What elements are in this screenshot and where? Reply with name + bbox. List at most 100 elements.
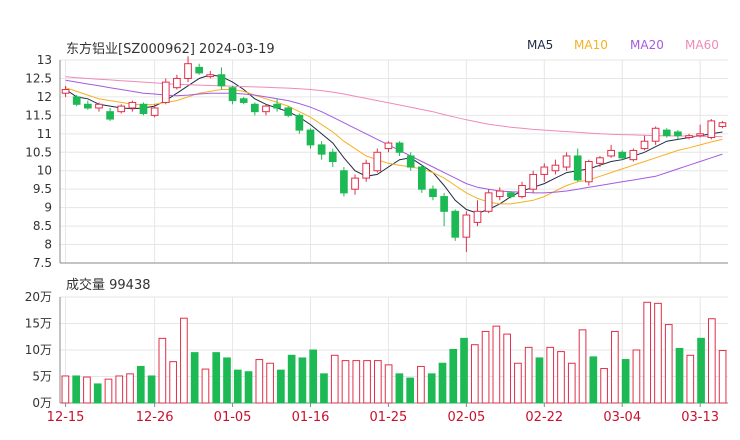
candle-body: [250, 103, 259, 113]
candle-body: [117, 105, 126, 113]
volume-bar: [535, 357, 544, 404]
candle-body: [384, 142, 393, 150]
volume-bar: [341, 360, 350, 404]
volume-bar: [578, 329, 587, 404]
candle-body: [273, 103, 281, 109]
volume-bar: [83, 376, 91, 404]
candle-body: [551, 164, 560, 172]
x-tick-label: 02-05: [447, 410, 485, 425]
volume-bar: [72, 375, 81, 404]
candle-body: [529, 173, 538, 190]
candle-body: [61, 89, 70, 94]
volume-bar: [223, 357, 231, 404]
candle-body: [395, 142, 404, 153]
volume-bar: [697, 337, 705, 404]
candle-body: [662, 129, 671, 137]
candle-body: [340, 170, 348, 194]
candle-body: [362, 162, 371, 179]
volume-bar: [395, 373, 404, 404]
volume-bar: [115, 375, 124, 404]
volume-bar: [255, 359, 264, 404]
price-y-tick: 11: [37, 127, 52, 141]
candle-body: [328, 151, 337, 162]
candle-body: [83, 103, 92, 109]
volume-bar: [233, 369, 242, 404]
price-y-tick: 8: [44, 238, 52, 252]
candle-body: [217, 74, 226, 87]
candle-body: [518, 184, 526, 198]
x-tick-label: 03-13: [681, 410, 719, 425]
legend-ma20: MA20: [630, 38, 664, 52]
candle-body: [262, 105, 270, 113]
volume-bar: [309, 349, 318, 404]
volume-bar: [180, 317, 188, 404]
candle-body: [451, 210, 460, 238]
candle-body: [306, 129, 315, 146]
volume-y-tick: 0万: [32, 396, 52, 410]
candle-body: [228, 87, 237, 102]
price-y-tick: 8.5: [33, 219, 52, 233]
candle-body: [173, 77, 181, 89]
price-y-tick: 12.5: [25, 71, 52, 85]
volume-y-tick: 5万: [32, 370, 52, 384]
volume-bar: [104, 378, 113, 404]
price-y-tick: 10: [37, 164, 52, 178]
candle-body: [640, 140, 649, 150]
volume-bar: [169, 361, 177, 404]
volume-bar: [363, 360, 371, 404]
ma-line-ma20: [65, 79, 723, 194]
volume-bar: [406, 377, 415, 404]
volume-bar: [503, 333, 511, 404]
candle-body: [406, 155, 415, 168]
candle-body: [584, 161, 593, 183]
volume-bar: [524, 346, 533, 404]
candle-body: [462, 214, 471, 238]
candle-body: [651, 127, 660, 142]
candle-body: [195, 66, 204, 74]
candle-body: [507, 192, 515, 198]
candle-body: [106, 111, 114, 120]
candle-body: [284, 107, 293, 116]
candle-body: [607, 149, 615, 157]
x-tick-label: 02-22: [525, 410, 563, 425]
candle-body: [685, 135, 693, 139]
volume-y-tick: 15万: [25, 317, 52, 331]
x-tick-label: 12-26: [136, 410, 174, 425]
candle-body: [239, 98, 248, 103]
volume-bar: [632, 349, 641, 404]
volume-bar: [61, 375, 70, 404]
volume-bar: [621, 359, 630, 404]
volume-bar: [600, 368, 608, 404]
candle-body: [495, 190, 504, 198]
volume-bar: [686, 354, 695, 404]
candle-body: [674, 131, 682, 137]
candle-body: [95, 103, 103, 109]
volume-bar: [546, 346, 555, 404]
volume-bar: [589, 356, 598, 404]
price-y-tick: 13: [37, 53, 52, 67]
candle-body: [128, 101, 137, 109]
volume-bar: [287, 354, 296, 404]
candle-body: [417, 166, 426, 190]
volume-bar: [320, 373, 328, 404]
volume-bar: [675, 347, 684, 404]
candle-body: [573, 155, 582, 181]
volume-bar: [190, 352, 199, 404]
legend-ma10: MA10: [574, 38, 608, 52]
candle-body: [72, 96, 81, 105]
candle-body: [618, 151, 627, 159]
volume-bar: [438, 362, 447, 404]
volume-bar: [298, 357, 307, 404]
volume-bar: [427, 373, 436, 404]
volume-bar: [417, 365, 425, 404]
volume-y-tick: 20万: [25, 290, 52, 304]
volume-bar: [514, 362, 522, 404]
volume-bar: [567, 362, 576, 404]
candle-body: [696, 133, 705, 137]
volume-bar: [266, 362, 274, 404]
volume-bar: [460, 337, 468, 404]
volume-bar: [373, 360, 382, 404]
volume-bar: [654, 302, 662, 404]
volume-bar: [158, 337, 167, 404]
